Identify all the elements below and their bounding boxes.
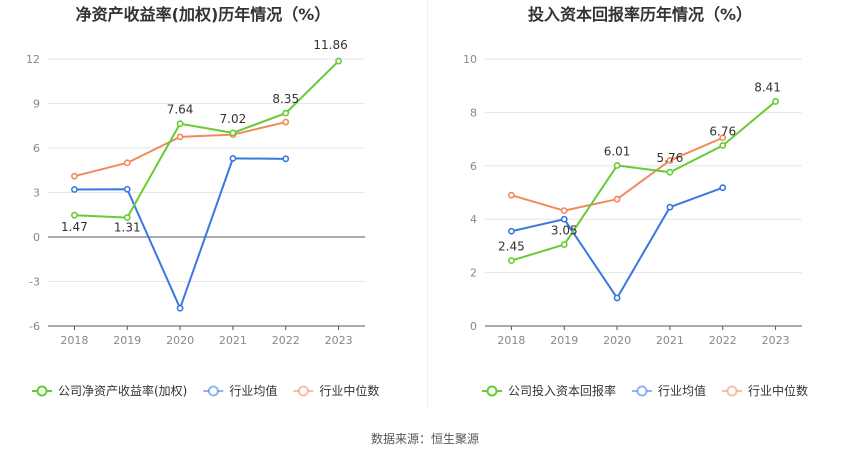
data-point-avg — [176, 304, 184, 312]
data-label: 8.35 — [272, 92, 299, 106]
x-tick-label: 2022 — [709, 334, 737, 347]
data-point-avg — [613, 294, 621, 302]
x-tick-label: 2023 — [762, 334, 790, 347]
data-point-company — [123, 214, 131, 221]
y-tick-label: 2 — [470, 267, 477, 280]
data-point-median — [176, 133, 184, 141]
legend-swatch-marker — [486, 385, 498, 397]
data-point-company — [613, 162, 621, 169]
y-tick-label: 10 — [463, 53, 477, 66]
data-label: 1.31 — [114, 221, 141, 235]
data-point-company — [560, 241, 568, 248]
x-tick-label: 2019 — [550, 334, 578, 347]
data-point-avg — [666, 203, 674, 211]
data-point-avg — [508, 227, 515, 235]
data-point-avg — [123, 185, 131, 193]
data-label: 7.02 — [220, 112, 247, 126]
panel-divider — [427, 0, 428, 408]
legend-label: 行业均值 — [658, 383, 706, 398]
x-tick-label: 2019 — [113, 334, 141, 347]
series-line-avg — [74, 157, 286, 310]
y-tick-label: 4 — [470, 213, 477, 226]
x-tick-label: 2020 — [166, 334, 194, 347]
data-point-company — [335, 57, 342, 65]
data-point-avg — [719, 184, 727, 192]
y-tick-label: 3 — [33, 187, 40, 200]
y-tick-label: -6 — [29, 320, 40, 333]
legend-swatch-marker — [636, 385, 648, 397]
data-point-company — [772, 98, 779, 105]
x-tick-label: 2022 — [272, 334, 300, 347]
x-tick-label: 2021 — [656, 334, 684, 347]
data-point-median — [282, 118, 290, 126]
data-point-company — [282, 109, 290, 117]
data-point-median — [613, 195, 621, 203]
data-point-median — [71, 172, 78, 180]
data-label: 5.76 — [657, 151, 684, 165]
data-point-avg — [229, 154, 237, 162]
data-point-company — [719, 142, 727, 149]
x-tick-label: 2018 — [497, 334, 525, 347]
legend-label: 公司投入资本回报率 — [508, 383, 616, 398]
data-point-company — [71, 211, 78, 219]
data-label: 3.05 — [551, 224, 578, 238]
data-point-company — [229, 129, 237, 137]
legend-swatch-marker — [36, 385, 48, 397]
y-tick-label: 0 — [33, 231, 40, 244]
y-tick-label: 12 — [26, 53, 40, 66]
data-label: 2.45 — [498, 240, 525, 254]
chart-title: 投入资本回报率历年情况（%） — [528, 5, 752, 24]
legend-swatch-marker — [726, 385, 738, 397]
series-line-company — [74, 60, 340, 219]
data-label: 8.41 — [754, 80, 781, 94]
y-tick-label: 6 — [33, 142, 40, 155]
data-point-avg — [71, 186, 78, 193]
data-point-median — [560, 207, 568, 215]
legend-swatch-marker — [297, 385, 309, 397]
series-line-median — [74, 121, 286, 178]
y-tick-label: 9 — [33, 98, 40, 111]
data-label: 1.47 — [61, 220, 88, 234]
legend-label: 行业均值 — [229, 383, 277, 398]
data-label: 11.86 — [313, 38, 347, 52]
data-label: 7.64 — [167, 103, 194, 117]
data-label: 6.01 — [604, 145, 631, 159]
legend-label: 行业中位数 — [748, 383, 808, 398]
data-point-median — [508, 191, 515, 199]
y-tick-label: 8 — [470, 106, 477, 119]
data-point-median — [666, 157, 674, 164]
legend-label: 公司净资产收益率(加权) — [58, 383, 187, 398]
y-tick-label: 6 — [470, 160, 477, 173]
x-tick-label: 2021 — [219, 334, 247, 347]
legend-label: 行业中位数 — [319, 383, 379, 398]
data-point-median — [123, 159, 131, 167]
x-tick-label: 2023 — [325, 334, 353, 347]
data-point-avg — [560, 215, 568, 223]
data-point-company — [508, 257, 515, 264]
data-point-company — [176, 120, 184, 128]
data-point-median — [719, 134, 727, 142]
data-label: 6.76 — [709, 125, 736, 139]
y-tick-label: 0 — [470, 320, 477, 333]
source-note: 数据来源：恒生聚源 — [370, 432, 479, 446]
series-line-company — [511, 100, 777, 262]
x-tick-label: 2020 — [603, 334, 631, 347]
y-tick-label: -3 — [29, 276, 40, 289]
data-point-avg — [282, 155, 290, 163]
legend-swatch-marker — [207, 385, 219, 397]
data-point-company — [666, 168, 674, 176]
chart-title: 净资产收益率(加权)历年情况（%） — [76, 5, 331, 24]
x-tick-label: 2018 — [60, 334, 88, 347]
